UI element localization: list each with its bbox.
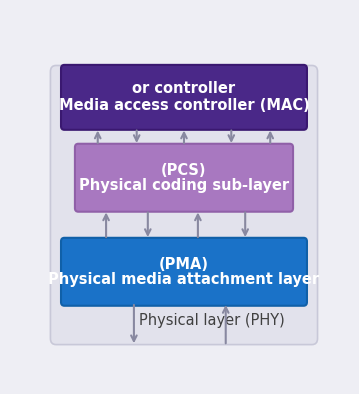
FancyBboxPatch shape (61, 65, 307, 130)
FancyBboxPatch shape (50, 65, 318, 345)
Text: (PMA): (PMA) (159, 257, 209, 272)
Text: (PCS): (PCS) (161, 163, 207, 178)
Text: Physical media attachment layer: Physical media attachment layer (48, 272, 320, 287)
FancyBboxPatch shape (61, 238, 307, 306)
Text: Physical layer (PHY): Physical layer (PHY) (139, 313, 285, 328)
Text: Physical coding sub-layer: Physical coding sub-layer (79, 178, 289, 193)
Text: or controller: or controller (132, 81, 236, 97)
Text: Media access controller (MAC): Media access controller (MAC) (59, 98, 309, 113)
FancyBboxPatch shape (75, 144, 293, 212)
